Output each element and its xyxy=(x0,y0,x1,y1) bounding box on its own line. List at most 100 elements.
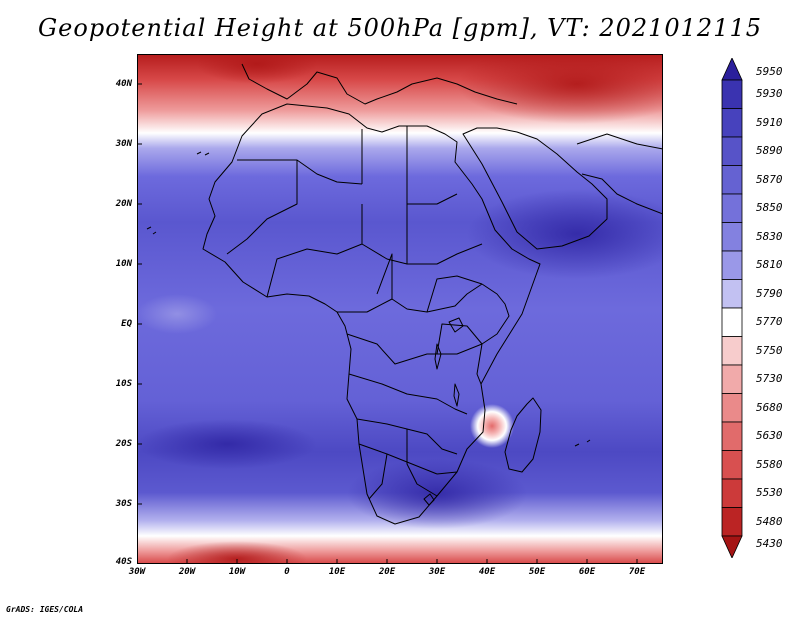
colorbar-label: 5750 xyxy=(756,343,783,357)
border-10 xyxy=(358,443,438,500)
colorbar-swatch xyxy=(721,393,743,423)
lon-label-20e: 20E xyxy=(378,567,396,577)
lat-label-10s: 10S xyxy=(115,379,132,389)
colorbar-swatch xyxy=(721,136,743,166)
colorbar-label: 5910 xyxy=(756,115,783,129)
colorbar-label: 5580 xyxy=(756,457,783,471)
colorbar-swatch xyxy=(721,336,743,366)
colorbar-swatch xyxy=(721,57,743,81)
lon-label-30w: 30W xyxy=(128,567,146,577)
grads-credit: GrADS: IGES/COLA xyxy=(6,605,84,614)
lake-malawi xyxy=(453,383,460,407)
africa-coastline xyxy=(202,103,541,525)
lesotho xyxy=(423,493,435,506)
colorbar-label: 5480 xyxy=(756,514,783,528)
border-12 xyxy=(376,253,483,313)
colorbar-label: 5950 xyxy=(756,64,783,78)
border-6 xyxy=(337,283,483,313)
colorbar-swatch xyxy=(721,535,743,559)
lon-label-0: 0 xyxy=(284,567,290,577)
arabian-peninsula xyxy=(462,127,608,250)
colorbar-label: 5790 xyxy=(756,286,783,300)
colorbar-label: 5850 xyxy=(756,201,783,215)
canary-islands xyxy=(196,151,210,156)
lon-label-20w: 20W xyxy=(178,567,196,577)
lon-label-10w: 10W xyxy=(228,567,246,577)
madagascar xyxy=(504,397,542,473)
cape-verde xyxy=(146,226,157,235)
lat-label-eq: EQ xyxy=(121,319,132,329)
colorbar-swatch xyxy=(721,222,743,252)
border-9 xyxy=(356,418,458,455)
trough-south xyxy=(167,541,307,564)
lat-label-10n: 10N xyxy=(115,259,132,269)
border-11 xyxy=(406,429,458,497)
colorbar-label: 5430 xyxy=(756,537,783,551)
border-13 xyxy=(481,283,510,345)
colorbar-swatches xyxy=(721,57,743,559)
lon-label-50e: 50E xyxy=(528,567,546,577)
cyclone-low-mozambique-channel xyxy=(470,404,514,448)
trough-northwest xyxy=(197,54,317,84)
colorbar-swatch xyxy=(721,450,743,480)
lon-label-70e: 70E xyxy=(628,567,646,577)
colorbar-swatch xyxy=(721,507,743,537)
colorbar-swatch xyxy=(721,478,743,508)
colorbar-swatch xyxy=(721,279,743,309)
colorbar-label: 5830 xyxy=(756,229,783,243)
lon-label-30e: 30E xyxy=(428,567,446,577)
border-8 xyxy=(348,373,468,415)
lat-label-20s: 20S xyxy=(115,439,132,449)
border-14 xyxy=(436,323,483,385)
border-4 xyxy=(266,204,363,298)
colorbar-label: 5630 xyxy=(756,429,783,443)
border-3 xyxy=(226,160,298,255)
colorbar-label: 5680 xyxy=(756,400,783,414)
lon-label-60e: 60E xyxy=(578,567,596,577)
map-panel xyxy=(137,54,663,564)
weak-height-atlantic xyxy=(137,294,217,334)
map-border xyxy=(137,54,663,564)
colorbar-label: 5730 xyxy=(756,372,783,386)
chart-title: Geopotential Height at 500hPa [gpm], VT:… xyxy=(38,14,762,42)
lat-label-30n: 30N xyxy=(115,139,132,149)
lake-tanganyika xyxy=(434,343,442,370)
persian-gulf-and-iran xyxy=(576,133,663,215)
colorbar-label: 5810 xyxy=(756,258,783,272)
colorbar-label: 5930 xyxy=(756,87,783,101)
lat-label-40s: 40S xyxy=(115,557,132,567)
border-2 xyxy=(361,126,458,205)
ridge-arabia xyxy=(467,189,663,279)
lon-tick-marks xyxy=(137,559,638,564)
europe-coast xyxy=(241,63,518,105)
colorbar-swatch xyxy=(721,421,743,451)
coastlines-and-borders xyxy=(146,63,663,525)
lat-label-40n: 40N xyxy=(115,79,132,89)
geopotential-map xyxy=(137,54,663,564)
colorbar-swatch xyxy=(721,108,743,138)
colorbar xyxy=(720,57,744,562)
lat-label-30s: 30S xyxy=(115,499,132,509)
reunion-mauritius xyxy=(574,439,591,447)
lat-tick-marks xyxy=(137,83,142,564)
border-1 xyxy=(237,159,363,185)
lon-label-40e: 40E xyxy=(478,567,496,577)
colorbar-label: 5890 xyxy=(756,144,783,158)
colorbar-label: 5530 xyxy=(756,486,783,500)
colorbar-swatch xyxy=(721,193,743,223)
ridge-south-atlantic xyxy=(137,419,317,469)
colorbar-swatch xyxy=(721,364,743,394)
border-5 xyxy=(361,204,483,265)
trough-northeast xyxy=(457,54,663,124)
colorbar-swatch xyxy=(721,250,743,280)
ridge-southern-africa xyxy=(347,459,527,529)
border-7 xyxy=(346,333,483,365)
lake-victoria xyxy=(448,317,464,333)
colorbar-swatch xyxy=(721,165,743,195)
lon-label-10e: 10E xyxy=(328,567,346,577)
colorbar-label: 5870 xyxy=(756,172,783,186)
colorbar-label: 5770 xyxy=(756,315,783,329)
lat-label-20n: 20N xyxy=(115,199,132,209)
colorbar-swatch xyxy=(721,307,743,337)
colorbar-swatch xyxy=(721,79,743,109)
